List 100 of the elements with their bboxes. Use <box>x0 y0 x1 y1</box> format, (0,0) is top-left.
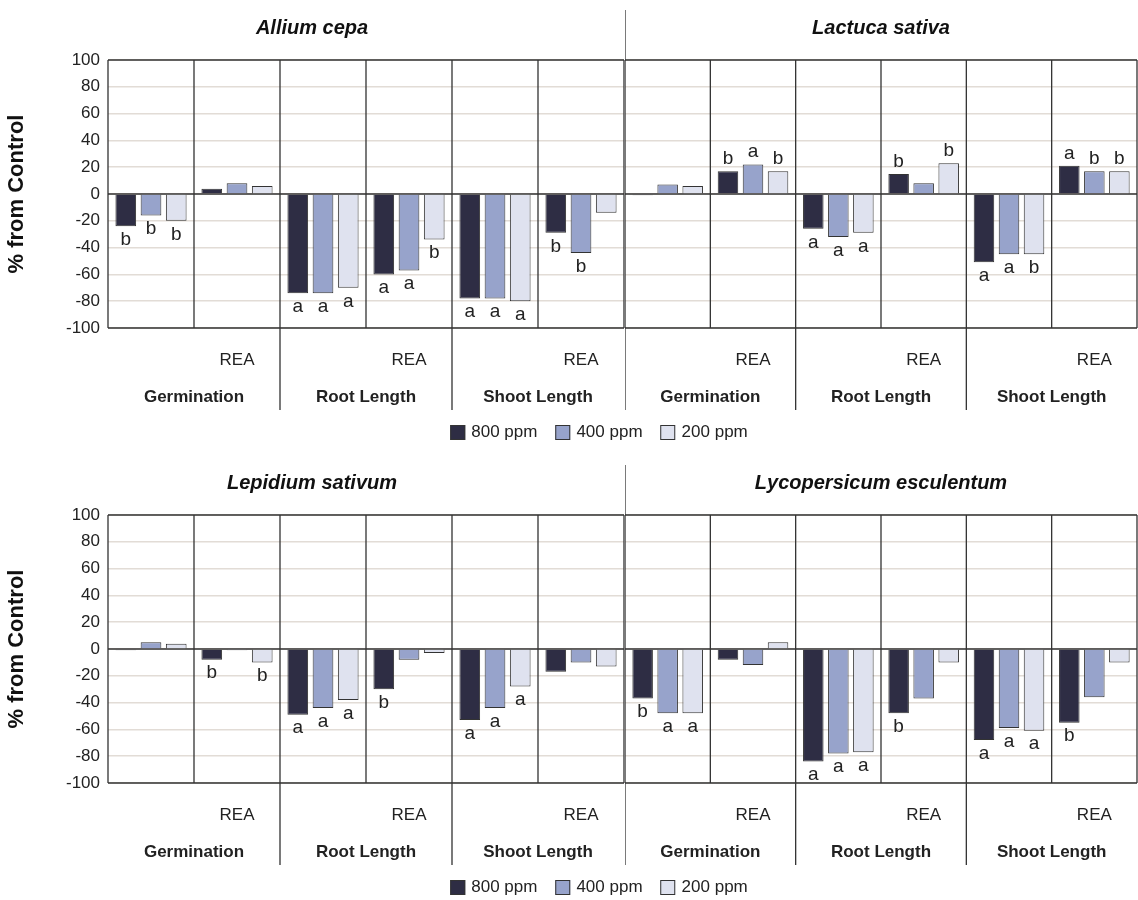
x-tick-label: REA <box>563 349 600 369</box>
y-tick-label: 80 <box>81 531 100 551</box>
y-tick-label: 100 <box>71 49 100 69</box>
data-label: b <box>1028 256 1040 278</box>
data-label: a <box>978 741 990 763</box>
x-tick-label: REA <box>735 804 772 824</box>
data-label: a <box>292 294 304 316</box>
chart-title: Lycopersicum esculentum <box>754 470 1008 493</box>
y-tick-label: -20 <box>75 665 100 685</box>
text: Shoot Length <box>483 841 593 861</box>
x-tick-label: REA <box>391 804 428 824</box>
data-label: a <box>514 302 526 324</box>
x-tick-label: REA <box>219 804 256 824</box>
chart-title: Lepidium sativum <box>226 470 398 493</box>
data-label: b <box>575 254 587 276</box>
data-label: b <box>1064 724 1075 746</box>
legend-label: 800 ppm <box>471 422 538 442</box>
data-label: a <box>747 140 759 162</box>
data-label: a <box>833 238 845 260</box>
data-label: a <box>292 716 304 738</box>
y-tick-label: 40 <box>81 130 100 150</box>
x-tick-label: REA <box>391 349 428 369</box>
text: Root Length <box>830 841 932 861</box>
text: Shoot Length <box>996 386 1107 406</box>
data-label: a <box>858 753 870 775</box>
data-label: b <box>428 241 440 263</box>
data-label: b <box>893 149 904 171</box>
legend-label: 400 ppm <box>576 877 643 897</box>
y-tick-label: 60 <box>81 103 100 123</box>
data-label: a <box>317 294 329 316</box>
data-label: a <box>1064 141 1076 163</box>
y-tick-label: 0 <box>90 638 100 658</box>
data-label: b <box>378 690 390 712</box>
x-tick-label: REA <box>1076 804 1113 824</box>
legend-label: 400 ppm <box>576 422 643 442</box>
legend-label: 200 ppm <box>681 422 748 442</box>
y-tick-label: -60 <box>75 719 100 739</box>
data-label: a <box>464 300 476 322</box>
data-label: b <box>943 138 954 160</box>
data-label: b <box>145 217 157 239</box>
legend-label: 800 ppm <box>471 877 538 897</box>
x-tick-label: REA <box>563 804 600 824</box>
text: Root Length <box>315 841 417 861</box>
data-label: a <box>342 701 354 723</box>
data-label: b <box>256 664 268 686</box>
data-label: a <box>317 709 329 731</box>
text: Root Length <box>830 386 932 406</box>
y-tick-label: -80 <box>75 290 100 310</box>
data-label: b <box>120 227 132 249</box>
y-tick-label: 20 <box>81 156 100 176</box>
y-tick-label: -100 <box>65 317 100 337</box>
text: Root Length <box>315 386 417 406</box>
y-tick-label: 60 <box>81 558 100 578</box>
chart-title: Lactuca sativa <box>812 15 950 38</box>
y-tick-label: 20 <box>81 611 100 631</box>
data-label: b <box>1089 146 1100 168</box>
data-label: a <box>1028 732 1040 754</box>
y-axis-title: % from Control <box>3 569 29 729</box>
chart-title: Allium cepa <box>254 15 369 38</box>
legend-label: 200 ppm <box>681 877 748 897</box>
y-tick-label: 80 <box>81 76 100 96</box>
data-label: b <box>206 661 218 683</box>
x-tick-label: REA <box>735 349 772 369</box>
y-tick-label: 0 <box>90 183 100 203</box>
data-label: b <box>722 146 734 168</box>
text: Germination <box>143 841 245 861</box>
data-label: b <box>637 700 648 722</box>
data-label: a <box>489 709 501 731</box>
y-axis-title: % from Control <box>3 114 29 274</box>
data-label: b <box>893 715 904 737</box>
x-tick-label: REA <box>906 804 942 824</box>
data-label: b <box>170 222 182 244</box>
data-label: a <box>342 289 354 311</box>
data-label: a <box>687 715 699 737</box>
data-label: a <box>514 688 526 710</box>
y-tick-label: -100 <box>65 772 100 792</box>
data-label: a <box>808 763 820 785</box>
data-label: a <box>489 300 501 322</box>
data-label: a <box>1003 256 1015 278</box>
data-label: a <box>978 264 990 286</box>
text: Germination <box>660 841 761 861</box>
text: Germination <box>660 386 761 406</box>
data-label: a <box>662 715 674 737</box>
y-tick-label: -80 <box>75 745 100 765</box>
data-label: a <box>858 234 870 256</box>
text: Germination <box>143 386 245 406</box>
text: Shoot Length <box>483 386 593 406</box>
y-tick-label: 40 <box>81 585 100 605</box>
data-label: b <box>772 146 784 168</box>
data-label: a <box>833 755 845 777</box>
text: Shoot Length <box>996 841 1107 861</box>
x-tick-label: REA <box>906 349 942 369</box>
x-tick-label: REA <box>219 349 256 369</box>
y-tick-label: -60 <box>75 264 100 284</box>
data-label: b <box>1114 146 1125 168</box>
data-label: a <box>464 721 476 743</box>
y-tick-label: -40 <box>75 237 100 257</box>
y-tick-label: -20 <box>75 210 100 230</box>
data-label: a <box>378 276 390 298</box>
y-tick-label: -40 <box>75 692 100 712</box>
